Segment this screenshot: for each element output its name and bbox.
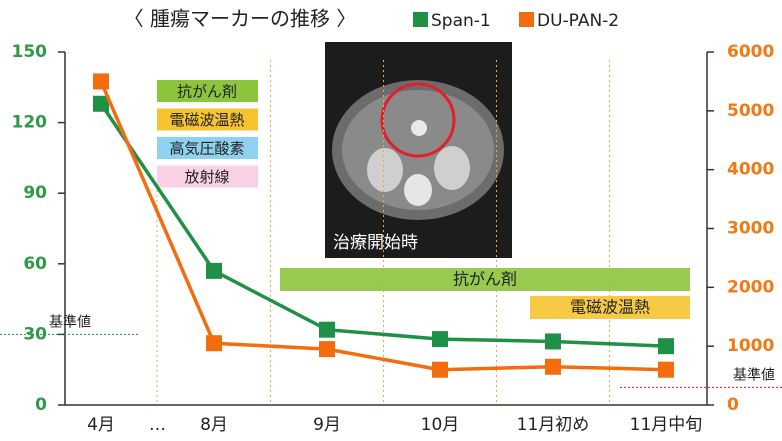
- x-tick-label: 11月中旬: [630, 415, 703, 435]
- y-tick-label: 60: [23, 254, 47, 274]
- series-marker: [206, 262, 222, 279]
- therapy-bar-label: 電磁波温熱: [570, 298, 650, 317]
- series-marker: [432, 331, 448, 348]
- therapy-bar-label: 抗がん剤: [453, 270, 517, 289]
- y-tick-label: 120: [12, 113, 48, 133]
- therapy-legend-box: [157, 108, 258, 131]
- x-tick-label: …: [149, 415, 166, 435]
- series-marker: [206, 335, 222, 352]
- image-caption: 治療開始時: [333, 233, 418, 253]
- series-marker: [319, 341, 335, 358]
- series-marker: [432, 361, 448, 378]
- legend-swatch: [413, 12, 428, 27]
- therapy-legend-box: [157, 137, 258, 159]
- y2-tick-label: 5000: [727, 101, 774, 121]
- therapy-bar: [280, 268, 690, 291]
- y2-tick-label: 3000: [727, 219, 774, 239]
- series-bridge: [99, 102, 216, 272]
- therapy-legend-box: [157, 165, 258, 188]
- x-tick-label: 11月初め: [517, 415, 590, 435]
- therapy-legend-label: 抗がん剤: [177, 83, 237, 101]
- y-tick-label: 150: [12, 42, 48, 62]
- y2-tick-label: 4000: [727, 160, 774, 180]
- series-marker: [93, 95, 109, 112]
- y2-tick-label: 6000: [727, 42, 774, 62]
- series-marker: [658, 361, 674, 378]
- legend-label: Span-1: [431, 11, 491, 31]
- therapy-legend-label: 電磁波温熱: [169, 111, 244, 129]
- chart-title: 〈 腫瘍マーカーの推移 〉: [124, 7, 357, 31]
- image-spine: [404, 174, 432, 206]
- therapy-bar: [530, 296, 690, 319]
- series-marker: [93, 73, 109, 90]
- y-tick-label: 90: [23, 183, 47, 203]
- image-kidney: [434, 146, 470, 190]
- therapy-legend-label: 放射線: [184, 168, 229, 186]
- y2-tick-label: 2000: [727, 277, 774, 297]
- legend-swatch: [519, 12, 534, 27]
- reference-label: 基準値: [49, 313, 91, 330]
- series-marker: [545, 358, 561, 375]
- y2-tick-label: 0: [727, 395, 739, 415]
- image-kidney: [367, 148, 403, 192]
- series-bridge: [99, 80, 216, 344]
- image-highlight: [380, 82, 456, 158]
- x-tick-label: 4月: [87, 415, 115, 435]
- legend-label: DU-PAN-2: [537, 11, 619, 31]
- ct-image: 治療開始時: [325, 42, 512, 258]
- y-tick-label: 30: [23, 324, 47, 344]
- series-marker: [545, 333, 561, 350]
- x-tick-label: 8月: [200, 415, 228, 435]
- x-tick-label: 9月: [313, 415, 341, 435]
- x-tick-label: 10月: [421, 415, 460, 435]
- reference-label: 基準値: [733, 366, 775, 383]
- therapy-legend-box: [157, 80, 258, 102]
- series-marker: [658, 338, 674, 355]
- image-aorta: [411, 120, 427, 136]
- therapy-legend-label: 高気圧酸素: [169, 140, 244, 158]
- y2-tick-label: 1000: [727, 336, 774, 356]
- y-tick-label: 0: [35, 395, 47, 415]
- series-marker: [319, 321, 335, 338]
